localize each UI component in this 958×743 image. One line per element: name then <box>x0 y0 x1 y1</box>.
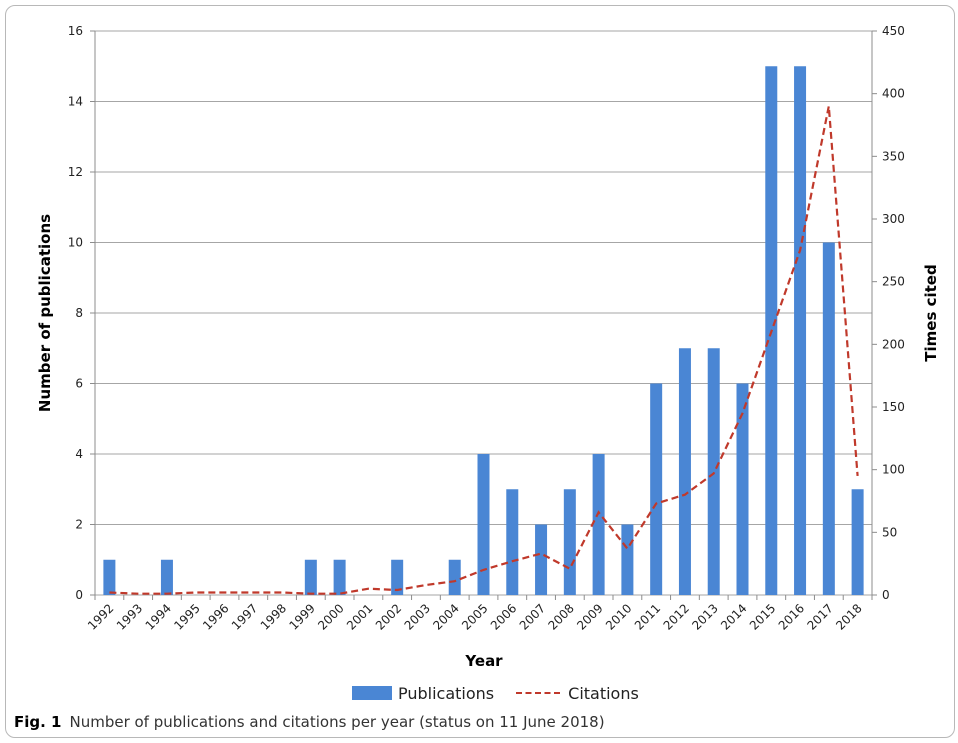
x-tick-label: 2014 <box>718 601 749 632</box>
caption-text: Number of publications and citations per… <box>69 713 605 731</box>
bar-2013 <box>707 348 720 595</box>
y-tick-label: 8 <box>75 306 83 320</box>
x-tick-label: 2015 <box>747 601 778 632</box>
y2-tick-label: 400 <box>882 87 905 101</box>
x-tick-label: 2016 <box>776 601 807 632</box>
x-tick-label: 2017 <box>804 601 835 632</box>
y2-tick-label: 450 <box>882 24 905 38</box>
y-tick-label: 4 <box>75 447 83 461</box>
y2-axis-title: Times cited <box>922 264 940 361</box>
y-axis-title: Number of publications <box>36 214 54 412</box>
y-tick-label: 6 <box>75 377 83 391</box>
bar-2009 <box>592 454 605 595</box>
x-tick-label: 2010 <box>603 601 634 632</box>
right-axis-ticks: 0 50 100 150 200 250 300 350 400 450 <box>882 24 905 602</box>
citations-series-line <box>109 105 859 595</box>
bar-2012 <box>678 348 691 595</box>
y-tick-label: 10 <box>68 236 83 250</box>
bar-1992 <box>103 559 116 595</box>
bar-2006 <box>506 489 519 595</box>
bar-2008 <box>563 489 576 595</box>
y2-tick-label: 100 <box>882 463 905 477</box>
y-tick-label: 12 <box>68 165 83 179</box>
bar-2011 <box>650 383 663 595</box>
bar-2000 <box>333 559 346 595</box>
x-tick-label: 2002 <box>373 601 404 632</box>
y-tick-label: 14 <box>68 95 83 109</box>
bar-2010 <box>621 524 634 595</box>
x-tick-label: 2008 <box>545 601 576 632</box>
bar-2002 <box>391 559 404 595</box>
x-tick-label: 2001 <box>344 601 375 632</box>
bar-2005 <box>477 454 490 595</box>
combo-chart: 0 2 4 6 8 10 12 14 16 0 50 100 150 200 250 300 350 400 45… <box>36 24 940 670</box>
bar-2016 <box>794 66 807 595</box>
x-axis-ticks: 1992199319941995199619971998199920002001… <box>85 601 865 632</box>
legend: Publications Citations <box>352 683 639 703</box>
y-tick-label: 16 <box>68 24 83 38</box>
bar-2018 <box>851 489 864 595</box>
x-tick-label: 2011 <box>632 601 663 632</box>
x-tick-label: 1998 <box>258 601 289 632</box>
y2-tick-label: 350 <box>882 149 905 163</box>
bar-2017 <box>822 242 835 595</box>
y2-tick-label: 300 <box>882 212 905 226</box>
x-tick-label: 1992 <box>85 601 116 632</box>
x-tick-label: 2005 <box>459 601 490 632</box>
x-tick-label: 2000 <box>315 601 346 632</box>
bar-2004 <box>448 559 461 595</box>
x-axis-title: Year <box>464 652 503 670</box>
caption-label: Fig. 1 <box>14 713 62 731</box>
x-tick-label: 1993 <box>114 601 145 632</box>
x-tick-label: 1997 <box>229 601 260 632</box>
legend-publications-label: Publications <box>398 683 495 703</box>
x-tick-label: 2007 <box>517 601 548 632</box>
y-tick-label: 2 <box>75 518 83 532</box>
x-tick-label: 2006 <box>488 601 519 632</box>
bar-2014 <box>736 383 749 595</box>
x-tick-label: 2013 <box>689 601 720 632</box>
y2-tick-label: 50 <box>882 525 897 539</box>
legend-publications-swatch <box>352 686 392 700</box>
x-tick-label: 1999 <box>286 601 317 632</box>
axes <box>90 30 877 600</box>
y2-tick-label: 150 <box>882 400 905 414</box>
left-axis-ticks: 0 2 4 6 8 10 12 14 16 <box>68 24 83 602</box>
x-tick-label: 2012 <box>661 601 692 632</box>
x-tick-label: 2004 <box>430 601 461 632</box>
legend-citations-swatch <box>516 692 561 694</box>
y2-tick-label: 0 <box>882 588 890 602</box>
bar-1994 <box>160 559 173 595</box>
figure-frame <box>5 5 955 738</box>
bar-1999 <box>304 559 317 595</box>
x-tick-label: 1996 <box>200 601 231 632</box>
y2-tick-label: 250 <box>882 275 905 289</box>
x-tick-label: 2018 <box>833 601 864 632</box>
x-tick-label: 2009 <box>574 601 605 632</box>
x-tick-label: 2003 <box>402 601 433 632</box>
y2-tick-label: 200 <box>882 337 905 351</box>
legend-citations-label: Citations <box>568 683 639 703</box>
figure-caption: Fig. 1 Number of publications and citatio… <box>14 713 605 731</box>
publication-bars <box>103 66 864 595</box>
citation-line <box>109 105 859 595</box>
x-tick-label: 1994 <box>143 601 174 632</box>
bar-2007 <box>535 524 548 595</box>
x-tick-label: 1995 <box>171 601 202 632</box>
y-tick-label: 0 <box>75 588 83 602</box>
